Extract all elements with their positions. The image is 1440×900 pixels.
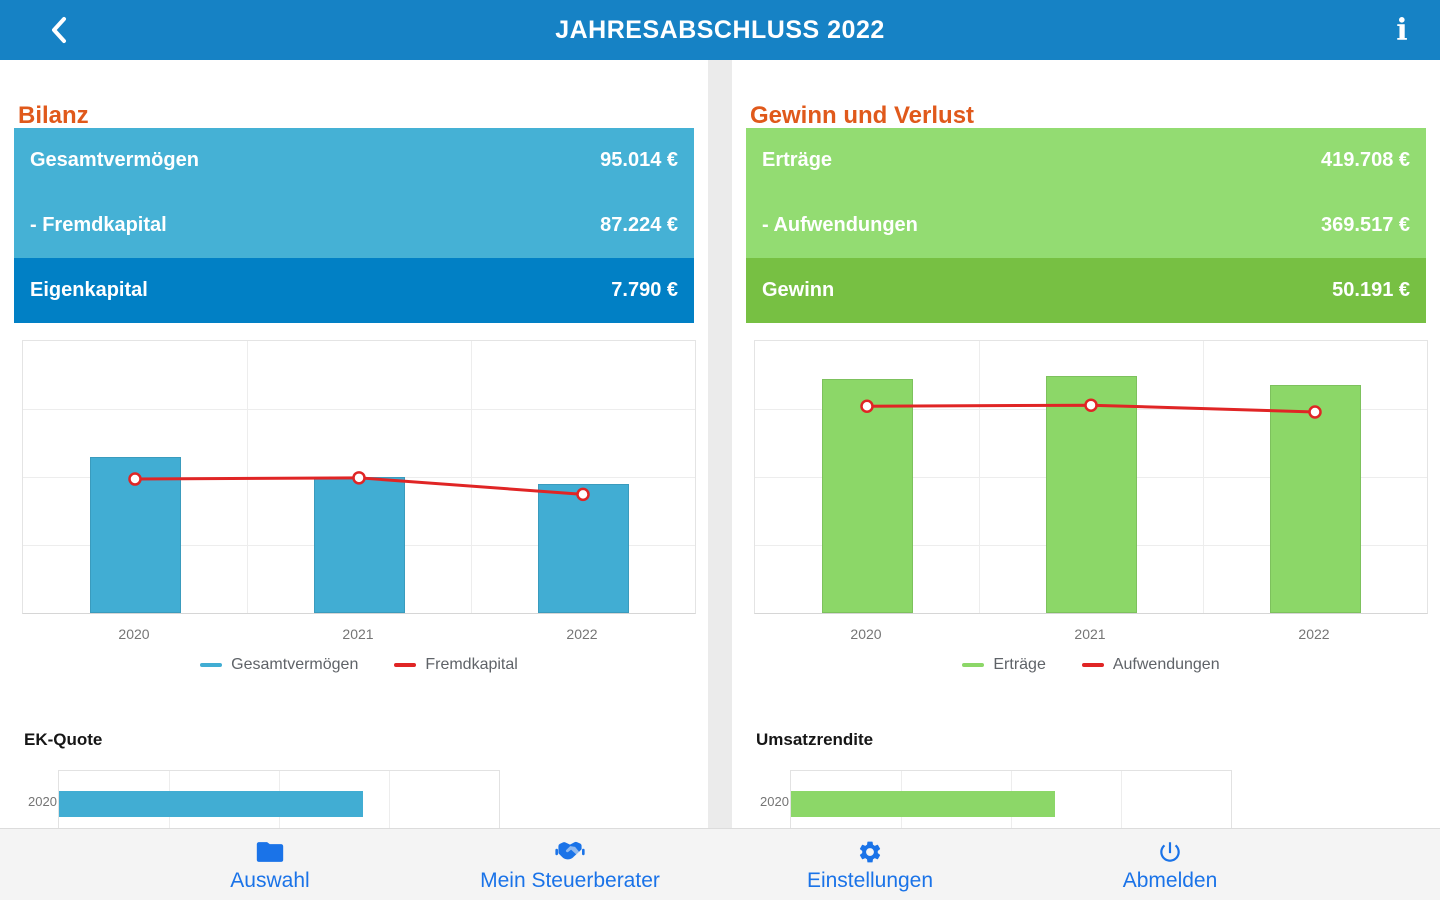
- guv-chart-legend: Erträge Aufwendungen: [754, 656, 1428, 674]
- legend-label: Gesamtvermögen: [231, 656, 359, 673]
- line-series: [860, 398, 1322, 419]
- info-icon[interactable]: i: [1396, 12, 1408, 48]
- nav-item-einstellungen[interactable]: Einstellungen: [720, 829, 1020, 900]
- row-label: Erträge: [762, 149, 833, 171]
- nav-label: Auswahl: [230, 869, 310, 892]
- umsatzrendite-title: Umsatzrendite: [756, 730, 874, 749]
- legend-item: Fremdkapital: [394, 656, 518, 674]
- nav-item-abmelden[interactable]: Abmelden: [1020, 829, 1320, 900]
- bilanz-summary: Gesamtvermögen 95.014 € - Fremdkapital 8…: [14, 128, 694, 323]
- page-title: JAHRESABSCHLUSS 2022: [555, 15, 885, 44]
- legend-label: Fremdkapital: [425, 656, 518, 673]
- line-marker: [1084, 398, 1098, 412]
- power-icon: [1157, 838, 1183, 866]
- umsatzrendite-row-label: 2020: [760, 794, 789, 809]
- nav-item-mein-steuerberater[interactable]: Mein Steuerberater: [420, 829, 720, 900]
- legend-label: Erträge: [993, 656, 1046, 673]
- bar-2020: [821, 379, 913, 613]
- line-marker: [128, 472, 142, 486]
- guv-chart-plot: [754, 340, 1428, 614]
- back-chevron-icon: [52, 17, 66, 43]
- row-value: 7.790 €: [611, 279, 678, 301]
- row-value: 369.517 €: [1321, 214, 1410, 236]
- row-label: Eigenkapital: [30, 279, 148, 301]
- row-label: - Aufwendungen: [762, 214, 918, 236]
- bilanz-chart-card: 2020 2021 2022 Gesamtvermögen Fremdkapital: [22, 340, 696, 674]
- folder-icon: [256, 838, 284, 866]
- row-value: 87.224 €: [600, 214, 678, 236]
- gridline: [471, 341, 472, 613]
- line-series: [128, 471, 590, 502]
- x-tick-label: 2022: [1298, 626, 1330, 642]
- bar-2021: [313, 477, 405, 613]
- ek-quote-card: EK-Quote 2020: [12, 716, 700, 828]
- gridline: [23, 409, 695, 410]
- row-label: - Fremdkapital: [30, 214, 167, 236]
- umsatzrendite-chart-plot: [790, 770, 1232, 828]
- bilanz-chart-plot: [22, 340, 696, 614]
- summary-row: Gesamtvermögen 95.014 €: [14, 128, 694, 193]
- line-marker: [576, 487, 590, 502]
- summary-row: Eigenkapital 7.790 €: [14, 258, 694, 323]
- row-label: Gewinn: [762, 279, 835, 301]
- ek-quote-row-label: 2020: [28, 794, 57, 809]
- bilanz-title: Bilanz: [18, 101, 89, 129]
- row-value: 50.191 €: [1332, 279, 1410, 301]
- bar-2022: [1269, 385, 1361, 613]
- row-label: Gesamtvermögen: [30, 149, 199, 171]
- legend-swatch: [1081, 663, 1104, 667]
- bilanz-chart-legend: Gesamtvermögen Fremdkapital: [22, 656, 696, 674]
- nav-label: Mein Steuerberater: [480, 869, 660, 892]
- umsatzrendite-bar: [791, 791, 1055, 817]
- ek-quote-title: EK-Quote: [24, 730, 103, 749]
- summary-row: Gewinn 50.191 €: [746, 258, 1426, 323]
- summary-row: Erträge 419.708 €: [746, 128, 1426, 193]
- ek-quote-bar: [59, 791, 363, 817]
- bar-2022: [537, 484, 629, 613]
- legend-label: Aufwendungen: [1112, 656, 1220, 673]
- legend-item: Aufwendungen: [1081, 656, 1220, 674]
- guv-chart-xaxis: 2020 2021 2022: [754, 614, 1428, 648]
- nav-item-auswahl[interactable]: Auswahl: [120, 829, 420, 900]
- x-tick-label: 2021: [1074, 626, 1106, 642]
- legend-swatch: [962, 663, 985, 667]
- top-bar: JAHRESABSCHLUSS 2022 i: [0, 0, 1440, 60]
- line-marker: [352, 471, 366, 485]
- nav-label: Einstellungen: [806, 869, 934, 892]
- bilanz-panel: Bilanz Gesamtvermögen 95.014 € - Fremdka…: [0, 60, 708, 828]
- bottom-nav: Auswahl Mein Steuerberater Einstellungen: [0, 828, 1440, 900]
- legend-swatch: [394, 663, 417, 667]
- row-value: 419.708 €: [1321, 149, 1410, 171]
- nav-label: Abmelden: [1122, 869, 1218, 892]
- x-tick-label: 2021: [342, 626, 374, 642]
- x-tick-label: 2020: [850, 626, 882, 642]
- guv-title: Gewinn und Verlust: [750, 101, 975, 129]
- gridline: [979, 341, 980, 613]
- guv-chart-card: 2020 2021 2022 Erträge Aufwendungen: [754, 340, 1428, 674]
- umsatzrendite-card: Umsatzrendite 2020: [744, 716, 1432, 828]
- guv-summary: Erträge 419.708 € - Aufwendungen 369.517…: [746, 128, 1426, 323]
- line-marker: [860, 399, 874, 414]
- summary-row: - Fremdkapital 87.224 €: [14, 193, 694, 258]
- handshake-icon: [554, 838, 586, 866]
- bar-2021: [1045, 376, 1137, 613]
- x-tick-label: 2020: [118, 626, 150, 642]
- back-button[interactable]: [42, 12, 78, 48]
- legend-swatch: [200, 663, 223, 667]
- ek-quote-chart-plot: [58, 770, 500, 828]
- guv-panel: Gewinn und Verlust Erträge 419.708 € - A…: [732, 60, 1440, 828]
- legend-item: Gesamtvermögen: [200, 656, 358, 674]
- row-value: 95.014 €: [600, 149, 678, 171]
- panel-divider: [708, 60, 732, 828]
- x-tick-label: 2022: [566, 626, 598, 642]
- gear-icon: [857, 838, 883, 866]
- line-marker: [1308, 405, 1322, 419]
- bilanz-chart-xaxis: 2020 2021 2022: [22, 614, 696, 648]
- legend-item: Erträge: [962, 656, 1046, 674]
- gridline: [1203, 341, 1204, 613]
- summary-row: - Aufwendungen 369.517 €: [746, 193, 1426, 258]
